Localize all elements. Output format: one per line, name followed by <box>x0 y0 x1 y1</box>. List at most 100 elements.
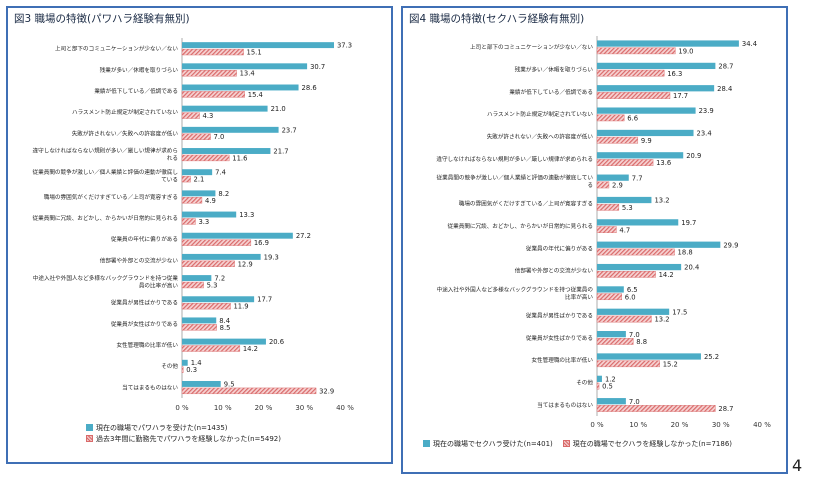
data-label-series2: 4.9 <box>205 197 216 205</box>
category-label: 失敗が許されない／失敗への許容度が低い <box>72 129 179 137</box>
bar-series1 <box>597 331 626 338</box>
category-label: 従業員が女性ばかりである <box>526 334 593 342</box>
bar-series2 <box>181 345 241 352</box>
category-label: 職場の雰囲気がくだけすぎている／上司が寛容すぎる <box>459 200 593 208</box>
data-label-series2: 11.9 <box>233 303 248 311</box>
bar-series2 <box>181 239 252 246</box>
data-label-series2: 19.0 <box>678 47 693 55</box>
category-label: 違守しなければならない規則が多い／厳しい規律が求められる <box>436 155 593 163</box>
bar-series1 <box>182 275 212 282</box>
legend-swatch-series2 <box>86 435 93 442</box>
category-label: 従業員が男性ばかりである <box>526 311 593 319</box>
data-label-series1: 8.4 <box>219 317 230 325</box>
x-tick-label: 40 % <box>753 421 771 429</box>
data-label-series2: 0.5 <box>602 383 613 391</box>
category-label: その他 <box>161 362 178 370</box>
bar-series1 <box>182 84 299 91</box>
data-label-series2: 16.3 <box>667 70 682 78</box>
bar-chart-power-harassment: 0 % 10 % 20 % 30 % 40 % 上司と部下のコミュニケーションが少ない／な… <box>33 38 354 412</box>
x-tick-label: 40 % <box>336 404 354 412</box>
data-label-series1: 19.3 <box>264 253 279 261</box>
category-label: 女性管理職の比率が低い <box>531 356 593 364</box>
bar-series1 <box>597 375 602 382</box>
data-label-series1: 20.6 <box>269 338 284 346</box>
bar-series2 <box>181 197 203 204</box>
bar-series1 <box>597 174 629 181</box>
data-label-series2: 6.0 <box>625 293 636 301</box>
x-tick-label: 20 % <box>671 421 689 429</box>
data-label-series2: 4.7 <box>619 226 630 234</box>
bar-series2 <box>596 114 625 122</box>
category-label: 当てはまるものはない <box>122 383 178 391</box>
bar-series2 <box>596 293 622 301</box>
data-label-series2: 15.2 <box>663 360 678 368</box>
bar-series2 <box>181 133 211 140</box>
bar-series1 <box>182 148 271 154</box>
data-label-series2: 8.8 <box>636 338 647 346</box>
bar-series2 <box>596 405 716 412</box>
legend: 現在の職場でセクハラ受けた(n=401) 現在の職場でセクハラを経験しなかった(… <box>423 438 732 449</box>
bar-series2 <box>596 136 639 144</box>
bar-series2 <box>181 303 231 310</box>
data-label-series2: 18.8 <box>678 249 693 257</box>
data-label-series1: 6.5 <box>627 286 638 294</box>
x-tick-label: 0 % <box>175 404 189 412</box>
category-label: 失敗が許されない／失敗への許容度が低い <box>487 133 594 141</box>
bar-series2 <box>181 218 196 225</box>
data-label-series1: 17.7 <box>257 296 272 304</box>
bar-series2 <box>596 360 660 368</box>
bar-series1 <box>597 85 715 92</box>
bar-series1 <box>182 169 213 176</box>
bar-series1 <box>182 296 255 303</box>
bar-series1 <box>182 380 221 387</box>
bar-series1 <box>597 129 694 137</box>
bar-series2 <box>181 366 184 373</box>
category-label: 従業員の年代に偏りがある <box>526 244 593 252</box>
category-label: ハラスメント防止規定が制定されていない <box>487 110 593 118</box>
chart-panel-sexual-harassment: 図4 職場の特徴(セクハラ経験有無別) 0 % 10 % 20 % 30 % 40 % 上… <box>401 6 788 474</box>
bar-series2 <box>596 315 652 323</box>
data-label-series1: 21.7 <box>273 147 288 155</box>
category-label: 中途入社や外国人など多様なバックグラウンドを持つ従業員の比率が高い <box>33 274 179 290</box>
data-label-series2: 2.1 <box>194 176 205 184</box>
data-label-series1: 25.2 <box>704 353 719 361</box>
bar-series1 <box>597 219 679 226</box>
data-label-series2: 2.9 <box>612 182 623 190</box>
data-label-series1: 23.7 <box>282 126 297 134</box>
legend-label-series1: 現在の職場でパワハラを受けた(n=1435) <box>96 423 228 432</box>
data-label-series1: 7.2 <box>214 275 225 283</box>
bar-series1 <box>597 308 670 315</box>
data-label-series2: 14.2 <box>243 345 258 353</box>
category-label: 残業が多い／休暇を取りづらい <box>515 66 594 74</box>
x-tick-label: 30 % <box>712 421 730 429</box>
bar-series2 <box>596 203 620 211</box>
x-tick-label: 30 % <box>295 404 313 412</box>
data-label-series1: 13.2 <box>654 197 669 205</box>
data-label-series1: 7.0 <box>629 331 640 339</box>
bar-series1 <box>182 190 216 197</box>
category-label: 従業員の年代に偏りがある <box>111 235 178 243</box>
category-label: 従業員間の競争が激しい／個人業績と評価の連動が徹底している <box>33 168 179 184</box>
bar-series1 <box>182 232 293 239</box>
x-tick-label: 10 % <box>214 404 232 412</box>
data-label-series1: 8.2 <box>218 190 229 198</box>
category-label: 他部署や外部との交流が少ない <box>515 267 594 275</box>
bar-series1 <box>182 338 266 345</box>
data-label-series1: 20.9 <box>686 152 701 160</box>
category-label: 職場の雰囲気がくだけすぎている／上司が寛容すぎる <box>44 193 178 201</box>
data-label-series2: 9.9 <box>641 137 652 145</box>
category-label: 残業が多い／休暇を取りづらい <box>100 66 179 74</box>
data-label-series2: 8.5 <box>220 324 231 332</box>
legend-label-series2: 過去3年間に勤務先でパワハラを経験しなかった(n=5492) <box>96 434 281 443</box>
bar-series2 <box>181 154 230 162</box>
bar-series2 <box>181 112 200 119</box>
data-label-series2: 7.0 <box>214 133 225 141</box>
bar-series2 <box>181 324 217 331</box>
x-tick-label: 10 % <box>629 421 647 429</box>
bar-series2 <box>181 175 191 183</box>
bar-series1 <box>182 359 188 366</box>
bar-series1 <box>597 107 696 114</box>
data-label-series1: 37.3 <box>337 42 352 50</box>
chart-title: 図3 職場の特徴(パワハラ経験有無別) <box>14 13 190 25</box>
bar-series2 <box>181 91 245 98</box>
